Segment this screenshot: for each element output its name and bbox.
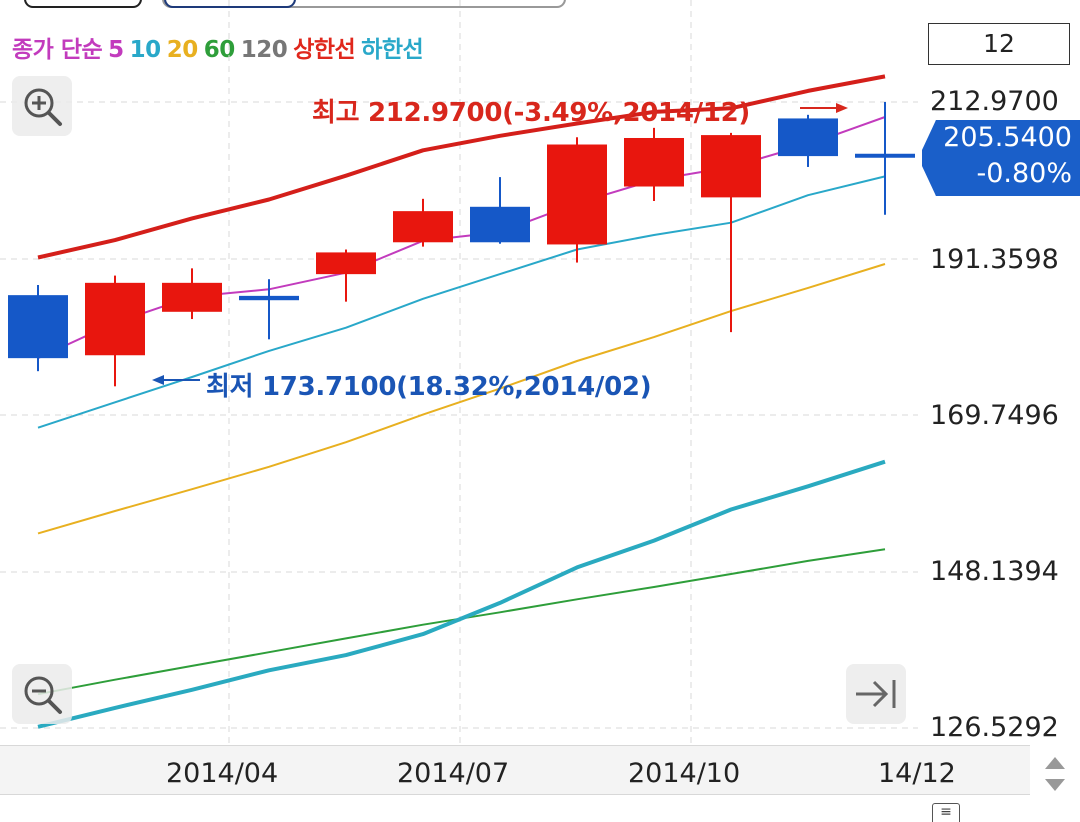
current-change: -0.80% xyxy=(976,158,1072,189)
arrow-to-end-icon xyxy=(856,680,896,708)
high-annotation: 최고 212.9700(-3.49%,2014/12) xyxy=(312,98,750,128)
low-annotation: 최저 173.7100(18.32%,2014/02) xyxy=(206,372,652,402)
series-line xyxy=(37,175,886,429)
up-down-arrows-icon xyxy=(1045,757,1065,791)
series-line xyxy=(37,263,886,535)
legend-item: 종가 단순 xyxy=(12,37,103,63)
indicator-legend: 종가 단순 5 10 20 60 120 상한선 하한선 xyxy=(12,30,429,64)
current-price: 205.5400 xyxy=(943,122,1072,153)
menu-icon[interactable]: ≡ xyxy=(932,803,960,822)
candle-body xyxy=(470,206,530,243)
candle-body xyxy=(316,252,376,275)
candle-body xyxy=(547,144,607,245)
legend-item: 상한선 xyxy=(293,37,356,63)
y-tick-label: 148.1394 xyxy=(930,556,1059,587)
candle-body xyxy=(393,211,453,243)
series-line xyxy=(37,548,886,696)
legend-item: 하한선 xyxy=(361,37,424,63)
zoom-out-button[interactable] xyxy=(12,664,72,724)
legend-item: 20 xyxy=(166,37,199,63)
scroll-to-latest-button[interactable] xyxy=(846,664,906,724)
bottom-strip xyxy=(0,803,1080,821)
y-tick-label: 169.7496 xyxy=(930,400,1059,431)
series-line xyxy=(37,459,886,729)
y-tick-label: 212.9700 xyxy=(930,86,1059,117)
x-tick-label: 14/12 xyxy=(878,758,956,789)
candle-body xyxy=(701,135,761,198)
legend-item: 10 xyxy=(129,37,162,63)
candle-body xyxy=(239,295,299,301)
candle-body xyxy=(162,282,222,312)
zoom-out-icon xyxy=(24,676,62,714)
scroll-stepper[interactable] xyxy=(1030,745,1080,803)
candle-body xyxy=(778,118,838,157)
candle-body xyxy=(8,295,68,359)
series-line xyxy=(37,74,886,260)
x-axis-band xyxy=(0,745,1030,795)
x-tick-label: 2014/10 xyxy=(628,758,741,789)
legend-item: 120 xyxy=(240,37,288,63)
x-tick-label: 2014/07 xyxy=(397,758,510,789)
high-arrow-head xyxy=(836,103,848,113)
current-price-tag: 205.5400 -0.80% xyxy=(922,120,1080,196)
low-arrow-head xyxy=(152,375,164,385)
y-tick-label: 126.5292 xyxy=(930,712,1059,743)
candle-body xyxy=(624,137,684,187)
period-input[interactable]: 12 xyxy=(928,23,1070,65)
candle-body xyxy=(85,282,145,356)
zoom-in-button[interactable] xyxy=(12,76,72,136)
zoom-in-icon xyxy=(24,88,62,126)
y-tick-label: 191.3598 xyxy=(930,244,1059,275)
x-tick-label: 2014/04 xyxy=(166,758,279,789)
legend-item: 5 xyxy=(108,37,124,63)
legend-item: 60 xyxy=(203,37,236,63)
